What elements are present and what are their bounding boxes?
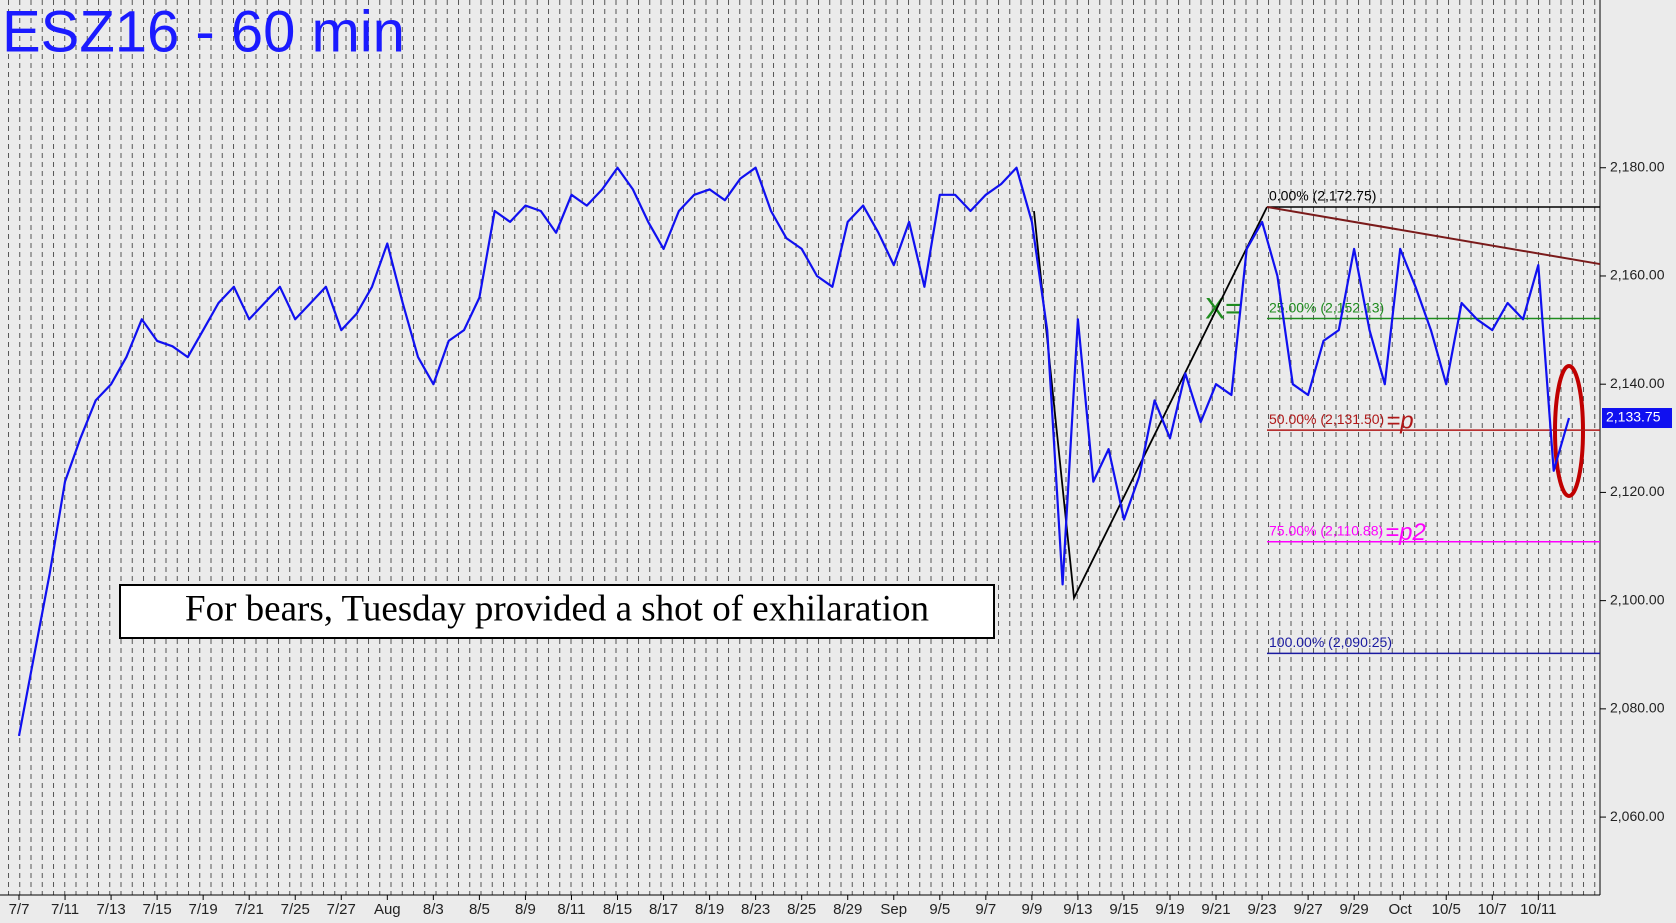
x-tick-label: 8/29 <box>833 901 862 918</box>
x-tick-label: 7/27 <box>327 901 356 918</box>
level-tag: =p2 <box>1385 519 1426 546</box>
x-tick-label: 7/25 <box>281 901 310 918</box>
y-tick-label: 2,140.00 <box>1610 375 1665 391</box>
x-tick-label: 9/15 <box>1109 901 1138 918</box>
x-tick-label: 7/21 <box>235 901 264 918</box>
last-price-box <box>1602 408 1672 429</box>
x-tick-label: 8/5 <box>469 901 490 918</box>
x-tick-label: 7/15 <box>143 901 172 918</box>
x-tick-label: 9/5 <box>929 901 950 918</box>
y-tick-label: 2,180.00 <box>1610 158 1665 174</box>
x-tick-label: Aug <box>374 901 401 918</box>
level-label: 0.00% (2,172.75) <box>1269 188 1376 204</box>
x-tick-label: 9/21 <box>1201 901 1230 918</box>
x-tick-label: 9/27 <box>1294 901 1323 918</box>
y-tick-label: 2,120.00 <box>1610 483 1665 499</box>
highlight-ellipse <box>1553 364 1585 498</box>
x-tick-label: 8/23 <box>741 901 770 918</box>
x-tick-label: 7/11 <box>51 901 79 918</box>
x-tick-label: 10/11 <box>1520 901 1556 918</box>
x-tick-label: 8/19 <box>695 901 724 918</box>
x-tick-label: 9/23 <box>1247 901 1276 918</box>
x-tick-label: 8/25 <box>787 901 816 918</box>
x-tick-label: 9/19 <box>1155 901 1184 918</box>
chart-title: ESZ16 - 60 min <box>2 0 405 64</box>
annotation-box <box>119 584 995 639</box>
annotation-text: For bears, Tuesday provided a shot of ex… <box>185 588 929 629</box>
x-tick-label: 7/7 <box>9 901 30 918</box>
x-tick-label: Oct <box>1389 901 1413 918</box>
x-tick-label: 8/17 <box>649 901 678 918</box>
last-price-label: 2,133.75 <box>1606 409 1661 425</box>
x-tick-label: 9/29 <box>1340 901 1369 918</box>
price-line <box>17 166 1571 737</box>
x-tick-label: 9/13 <box>1063 901 1092 918</box>
level-tag: =p <box>1386 408 1413 435</box>
resistance-line <box>1266 205 1601 266</box>
grid-pattern <box>0 0 1600 895</box>
y-tick-label: 2,060.00 <box>1610 808 1665 824</box>
x-tick-label: Sep <box>880 901 907 918</box>
x-tick-label: 8/15 <box>603 901 632 918</box>
x-tick-label: 7/19 <box>189 901 218 918</box>
x-tick-label: 10/7 <box>1478 901 1507 918</box>
y-tick-label: 2,160.00 <box>1610 267 1665 283</box>
x-tick-label: 9/9 <box>1021 901 1042 918</box>
x-tick-label: 8/9 <box>515 901 536 918</box>
plot: 2,060.00 2,080.00 2,100.00 2,120.00 2,140.00… <box>9 158 1672 918</box>
y-tick-label: 2,100.00 <box>1610 591 1665 607</box>
x-tick-label: 8/11 <box>557 901 585 918</box>
level-label: 100.00% (2,090.25) <box>1269 634 1392 650</box>
x-tick-label: 8/3 <box>423 901 444 918</box>
level-label: 25.00% (2,152.13) <box>1269 299 1384 315</box>
x-tick-label: 9/7 <box>975 901 996 918</box>
y-tick-label: 2,080.00 <box>1610 700 1665 716</box>
level-label: 75.00% (2,110.88) <box>1269 522 1383 538</box>
x-tick-label: 10/5 <box>1432 901 1461 918</box>
x-tick-label: 7/13 <box>96 901 125 918</box>
level-label: 50.00% (2,131.50) <box>1269 411 1384 427</box>
